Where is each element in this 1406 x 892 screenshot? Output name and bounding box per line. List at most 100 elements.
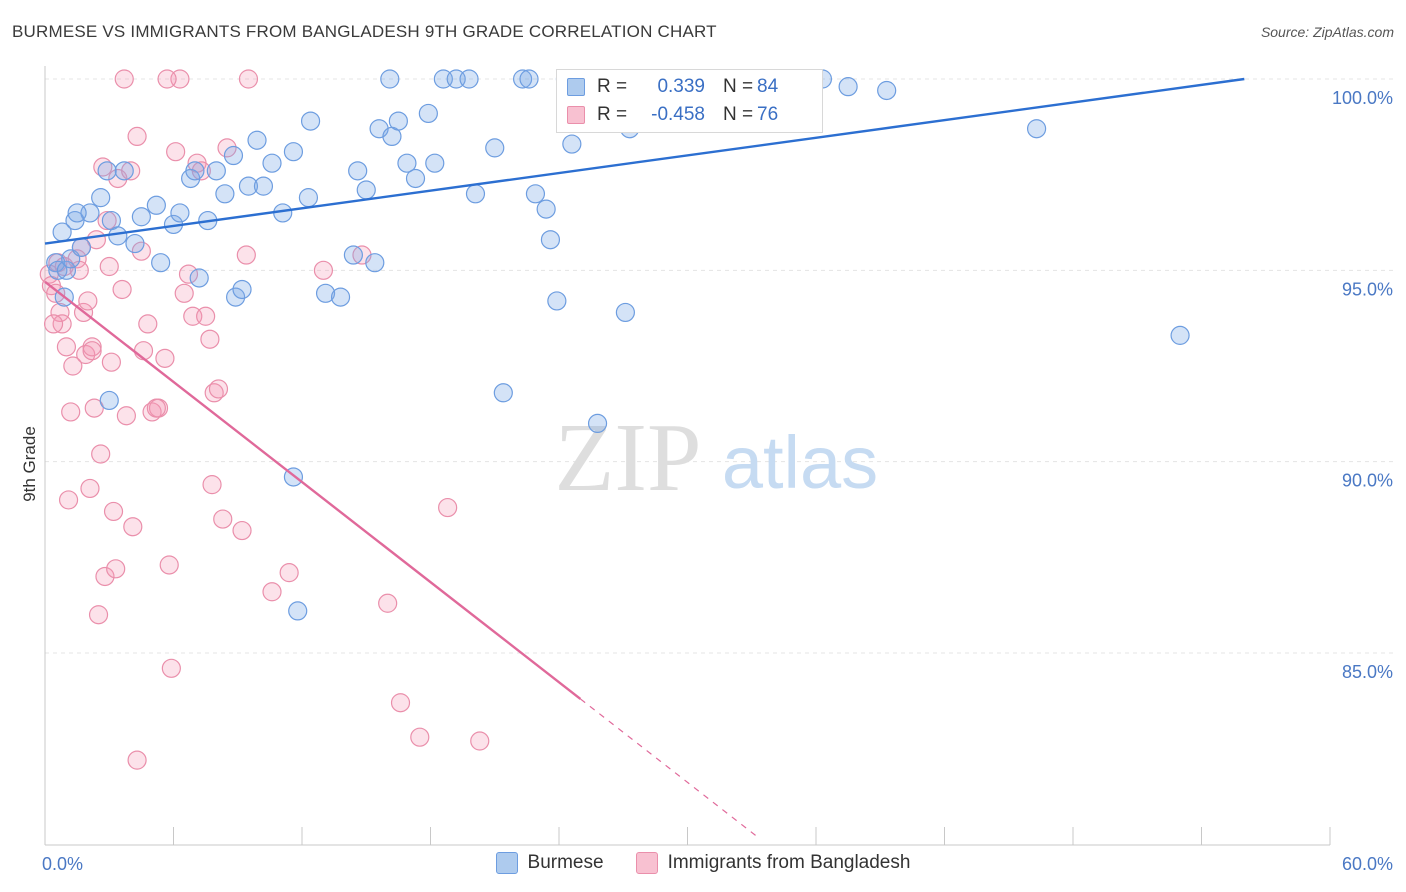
bangladesh-point	[127, 750, 147, 770]
burmese-point	[67, 203, 87, 223]
bangladesh-point	[191, 161, 211, 181]
legend-r-value: 0.339	[657, 76, 705, 97]
bangladesh-point	[200, 329, 220, 349]
burmese-point	[226, 287, 246, 307]
burmese-point	[262, 153, 282, 173]
legend-r-value: -0.458	[651, 104, 705, 125]
bangladesh-point	[159, 555, 179, 575]
bangladesh-point	[127, 126, 147, 146]
bangladesh-point	[390, 693, 411, 713]
series-legend: Burmese Immigrants from Bangladesh	[0, 852, 1406, 874]
bangladesh-point	[116, 406, 136, 426]
bangladesh-point	[101, 352, 121, 372]
legend-label-bangladesh: Immigrants from Bangladesh	[667, 852, 911, 873]
bangladesh-point	[470, 731, 490, 751]
burmese-point	[99, 390, 119, 411]
burmese-point	[170, 203, 190, 223]
legend-swatch-blue	[567, 78, 585, 96]
bangladesh-point	[155, 348, 175, 368]
burmese-point	[330, 287, 351, 307]
legend-swatch-bangladesh	[635, 852, 658, 874]
bangladesh-point	[97, 210, 117, 231]
legend-n-value: 76	[757, 104, 779, 125]
burmese-point	[71, 237, 92, 257]
burmese-point	[343, 245, 363, 265]
legend-n-label: N =	[723, 76, 754, 97]
bangladesh-point	[196, 306, 216, 326]
burmese-point	[315, 283, 336, 303]
y-tick-label: 95.0%	[1342, 279, 1393, 299]
bangladesh-point	[217, 138, 237, 158]
bangladesh-point	[63, 356, 83, 376]
bangladesh-point	[103, 501, 124, 522]
bangladesh-point	[131, 241, 151, 261]
burmese-point	[405, 168, 426, 189]
bangladesh-point	[99, 256, 119, 277]
burmese-point	[348, 161, 368, 181]
burmese-point	[540, 230, 561, 250]
burmese-point	[125, 233, 145, 254]
watermark-zip: ZIP	[555, 404, 702, 512]
burmese-point	[283, 142, 304, 162]
burmese-point	[525, 184, 546, 204]
bangladesh-point	[378, 593, 398, 613]
bangladesh-point	[313, 260, 334, 280]
bangladesh-point	[114, 69, 134, 89]
burmese-point	[206, 161, 226, 181]
burmese-point	[146, 195, 166, 215]
burmese-point	[253, 176, 274, 196]
y-tick-label: 90.0%	[1342, 471, 1393, 491]
burmese-point	[547, 291, 567, 311]
burmese-point	[185, 161, 205, 181]
burmese-point	[536, 199, 556, 219]
bangladesh-point	[43, 314, 64, 334]
watermark-atlas: atlas	[722, 421, 878, 504]
bangladesh-point	[161, 658, 181, 678]
burmese-point	[114, 161, 134, 181]
source-label: Source: ZipAtlas.com	[1260, 24, 1394, 40]
bangladesh-point	[238, 69, 259, 89]
burmese-point	[615, 302, 635, 323]
legend-n-value: 84	[757, 76, 779, 97]
burmese-point	[425, 153, 445, 173]
burmese-point	[215, 184, 235, 204]
x-tick-label-min: 0.0%	[42, 854, 83, 874]
bangladesh-point	[84, 398, 104, 418]
bangladesh-point	[78, 291, 98, 311]
burmese-point	[65, 210, 85, 231]
y-tick-label: 100.0%	[1332, 88, 1393, 108]
bangladesh-point	[279, 563, 299, 583]
bangladesh-trend-line	[44, 280, 582, 700]
legend-item-burmese: Burmese	[495, 852, 604, 874]
chart-title: BURMESE VS IMMIGRANTS FROM BANGLADESH 9T…	[12, 22, 717, 41]
burmese-point	[46, 253, 66, 273]
burmese-point	[356, 180, 376, 200]
bangladesh-point	[133, 341, 154, 361]
burmese-point	[298, 188, 319, 208]
burmese-point	[365, 253, 385, 273]
burmese-point	[519, 69, 539, 89]
bangladesh-point	[232, 520, 252, 541]
bangladesh-point	[410, 727, 430, 747]
bangladesh-point	[88, 605, 109, 625]
bangladesh-point	[202, 475, 222, 495]
burmese-point	[288, 601, 308, 621]
legend-label-burmese: Burmese	[527, 852, 604, 873]
burmese-point	[493, 383, 513, 403]
burmese-point	[512, 69, 533, 89]
bangladesh-point	[56, 337, 77, 357]
bangladesh-point	[82, 341, 102, 361]
burmese-point	[223, 145, 244, 166]
y-axis-label: 9th Grade	[20, 426, 39, 502]
burmese-point	[232, 279, 252, 300]
burmese-point	[1026, 119, 1047, 139]
burmese-point	[380, 69, 400, 89]
legend-row-bangladesh: R = -0.458 N = 76	[567, 101, 778, 129]
bangladesh-point	[95, 566, 115, 587]
y-tick-label: 85.0%	[1342, 662, 1393, 682]
bangladesh-point	[438, 497, 458, 518]
bangladesh-trend-extension	[580, 698, 759, 838]
bangladesh-point	[91, 444, 111, 464]
bangladesh-point	[50, 302, 70, 323]
burmese-point	[56, 260, 77, 280]
